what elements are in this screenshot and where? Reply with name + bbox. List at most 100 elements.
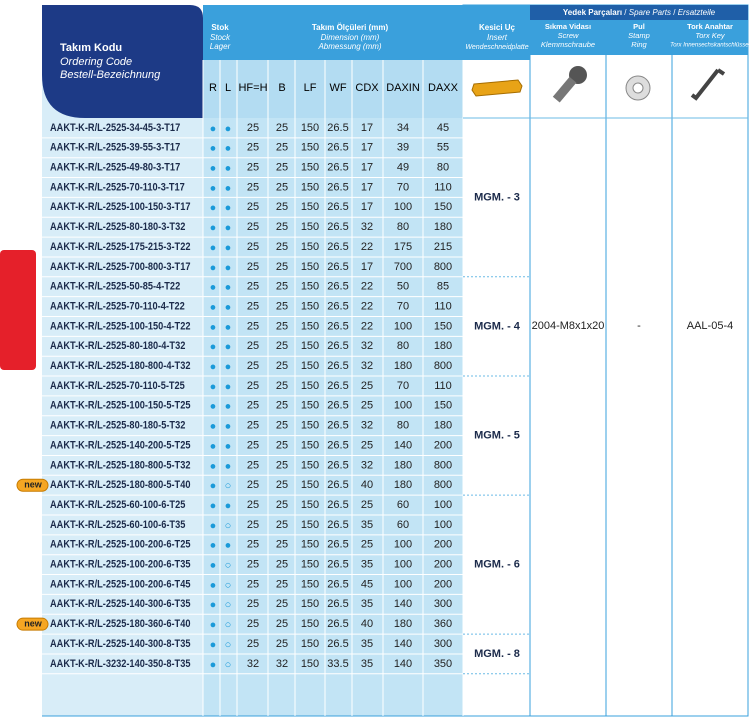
dimension-value: 150 [301,221,319,233]
ordering-code-box [42,5,203,118]
header-text: Stok [211,23,229,32]
dimension-value: 180 [434,340,452,352]
dimension-value: 150 [434,201,452,213]
new-badge [16,617,49,631]
dimension-value: 25 [276,499,288,511]
dimension-value: 100 [434,519,452,531]
dimension-value: 25 [247,142,259,154]
dimension-value: 25 [247,360,259,372]
new-badge-text: new [24,480,43,490]
dimension-value: 26.5 [327,320,348,332]
stock-mark: ○ [225,659,232,671]
dimension-value: 26.5 [327,380,348,392]
stock-mark: ● [210,321,217,333]
dimension-value: 150 [301,340,319,352]
dimension-value: 85 [437,281,449,293]
header-text: Yedek Parçaları / Spare Parts / Ersatzte… [563,8,716,17]
dimension-value: 32 [361,360,373,372]
dimension-value: 26.5 [327,340,348,352]
dimension-value: 150 [301,142,319,154]
product-code: AAKT-K-R/L-2525-700-800-3-T17 [50,261,191,273]
dimension-value: 140 [394,638,412,650]
product-code: AAKT-K-R/L-2525-100-150-3-T17 [50,202,191,214]
stock-mark: ● [225,440,232,452]
dimension-value: 25 [276,420,288,432]
product-code: AAKT-K-R/L-2525-60-100-6-T35 [50,519,186,531]
dimension-value: 55 [437,142,449,154]
subheader-bg [203,60,463,118]
dimension-value: 70 [397,300,409,312]
product-code: AAKT-K-R/L-2525-70-110-5-T25 [50,380,185,392]
dimension-value: 80 [397,420,409,432]
dimension-value: 175 [394,241,412,253]
dimension-value: 25 [276,380,288,392]
dimension-value: 150 [301,479,319,491]
stock-mark: ● [210,480,217,492]
dimension-value: 215 [434,241,452,253]
stock-mark: ○ [225,480,232,492]
header-text: / [624,8,627,17]
stock-mark: ● [210,202,217,214]
new-badge-text: new [24,619,43,629]
column-header: R [209,82,217,94]
dimension-value: 800 [434,360,452,372]
stock-mark: ● [210,222,217,234]
dimension-value: 25 [276,598,288,610]
stock-mark: ● [225,381,232,393]
dimension-value: 25 [276,400,288,412]
dimension-value: 150 [434,400,452,412]
dimension-value: 110 [434,300,452,312]
dimension-value: 150 [301,360,319,372]
dimension-value: 150 [301,300,319,312]
stock-mark: ○ [225,599,232,611]
stock-mark: ● [225,460,232,472]
dimension-value: 17 [361,162,373,174]
dimension-value: 25 [276,638,288,650]
dimension-value: 25 [276,261,288,273]
dimension-value: 150 [301,539,319,551]
dimension-value: 25 [247,618,259,630]
stock-mark: ● [210,639,217,651]
stock-mark: ● [225,143,232,155]
dimension-value: 40 [361,479,373,491]
dimension-value: 25 [247,122,259,134]
dimension-value: 26.5 [327,241,348,253]
dimension-value: 35 [361,598,373,610]
dimension-value: 800 [434,261,452,273]
insert-code: MGM. - 8 [474,648,520,660]
column-header: B [278,82,285,94]
dimension-value: 200 [434,578,452,590]
dimension-value: 25 [247,300,259,312]
header-text: Takım Ölçüleri (mm) [312,23,389,32]
ring-icon [625,75,651,101]
dimension-value: 35 [361,638,373,650]
stock-header-bg [203,5,237,60]
dimension-value: 140 [394,439,412,451]
dimension-value: 150 [301,499,319,511]
dimension-value: 150 [301,439,319,451]
dimension-value: 25 [247,499,259,511]
dims-header-bg [237,5,463,60]
dimension-value: 150 [301,162,319,174]
header-text: Bestell-Bezeichnung [60,69,161,81]
dimension-value: 26.5 [327,400,348,412]
dimension-value: 32 [247,658,259,670]
dimension-value: 25 [276,559,288,571]
stock-mark: ● [225,361,232,373]
dimension-value: 22 [361,281,373,293]
dimension-value: 100 [394,201,412,213]
header-text: Ersatzteile [678,8,716,17]
dimension-value: 150 [301,201,319,213]
stock-mark: ● [210,659,217,671]
dimension-value: 25 [247,479,259,491]
dimension-value: 26.5 [327,420,348,432]
dimension-value: 22 [361,300,373,312]
dimension-value: 25 [247,400,259,412]
dimension-value: 25 [247,598,259,610]
dimension-value: 25 [247,380,259,392]
dimension-value: 32 [361,340,373,352]
header-text: Takım Kodu [60,42,122,54]
product-code: AAKT-K-R/L-2525-100-150-5-T25 [50,400,191,412]
dimension-value: 35 [361,519,373,531]
dimension-value: 35 [361,658,373,670]
